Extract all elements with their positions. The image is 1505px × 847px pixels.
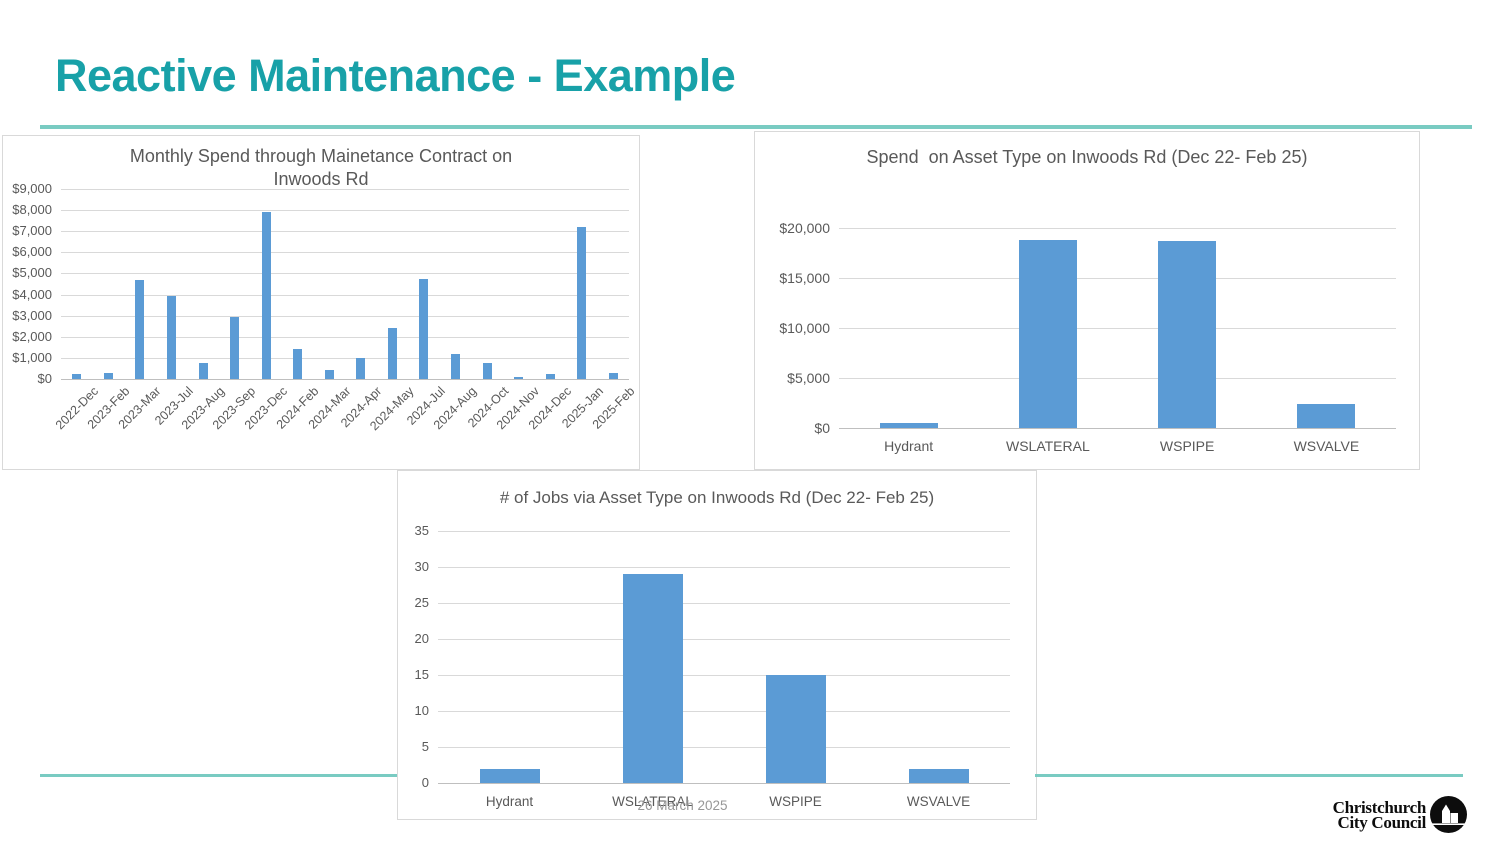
y-axis-label: 35 xyxy=(414,523,429,538)
gridline xyxy=(438,603,1010,604)
y-axis-label: 0 xyxy=(421,775,429,790)
chart-jobs-by-asset-type: # of Jobs via Asset Type on Inwoods Rd (… xyxy=(397,470,1037,820)
bar-2024-Aug xyxy=(450,353,460,379)
x-axis-label: WSVALVE xyxy=(1293,438,1360,454)
y-axis-label: $7,000 xyxy=(12,223,52,239)
x-axis-label: WSLATERAL xyxy=(612,794,693,809)
chart-spend-by-asset-type: Spend on Asset Type on Inwoods Rd (Dec 2… xyxy=(754,131,1420,470)
footer-rule-left xyxy=(40,774,397,777)
y-axis-label: $10,000 xyxy=(779,320,830,336)
bar-2024-Feb xyxy=(293,349,303,379)
gridline xyxy=(839,378,1396,379)
y-axis-label: $3,000 xyxy=(12,307,52,323)
y-axis-label: $15,000 xyxy=(779,270,830,286)
bar-2025-Jan xyxy=(577,227,587,379)
gridline xyxy=(61,336,629,338)
x-axis-label: WSPIPE xyxy=(1159,438,1215,454)
y-axis-label: $2,000 xyxy=(12,328,52,344)
gridline xyxy=(61,273,629,275)
ccc-logo: Christchurch City Council xyxy=(1333,796,1467,833)
y-axis-label: $9,000 xyxy=(12,181,52,196)
y-axis-label: $20,000 xyxy=(779,220,830,236)
bar-WSVALVE xyxy=(1297,404,1356,428)
y-axis-label: $5,000 xyxy=(12,265,52,281)
y-axis-label: $5,000 xyxy=(787,370,830,386)
ccc-logo-line2: City Council xyxy=(1337,812,1427,832)
y-axis-label: 20 xyxy=(414,631,429,646)
gridline xyxy=(61,189,629,190)
bar-2024-Mar xyxy=(324,369,334,379)
bar-2022-Dec xyxy=(72,373,82,379)
y-axis-label: $1,000 xyxy=(12,349,52,365)
bar-2023-Mar xyxy=(135,279,145,379)
bar-2023-Dec xyxy=(261,212,271,379)
footer-rule-right xyxy=(1035,774,1463,777)
bar-2023-Feb xyxy=(103,372,113,379)
bar-Hydrant xyxy=(479,768,540,783)
x-axis-label: Hydrant xyxy=(485,794,534,809)
bar-2023-Aug xyxy=(198,363,208,379)
gridline xyxy=(438,567,1010,568)
x-axis-line xyxy=(61,379,629,380)
y-axis-label: 25 xyxy=(414,595,429,610)
gridline xyxy=(61,252,629,254)
y-axis-label: $0 xyxy=(814,420,830,436)
x-axis-label: WSPIPE xyxy=(769,794,822,809)
slide-title: Reactive Maintenance - Example xyxy=(55,50,736,101)
bar-WSLATERAL xyxy=(1018,240,1077,428)
x-axis-label: WSVALVE xyxy=(906,794,971,809)
gridline xyxy=(61,231,629,233)
y-axis-label: $6,000 xyxy=(12,244,52,260)
x-axis-line xyxy=(839,428,1396,429)
y-axis-label: 15 xyxy=(414,667,429,682)
y-axis-label: 30 xyxy=(414,559,429,574)
slide-date: 26 March 2025 xyxy=(637,798,728,813)
bar-2023-Jul xyxy=(166,295,176,379)
chart-title: Spend on Asset Type on Inwoods Rd (Dec 2… xyxy=(866,147,1308,167)
gridline xyxy=(61,210,629,212)
x-axis-line xyxy=(438,783,1010,784)
y-axis-label: 10 xyxy=(414,703,429,718)
x-axis-label: WSLATERAL xyxy=(1005,438,1090,454)
ccc-logo-line1: Christchurch xyxy=(1332,797,1427,817)
gridline xyxy=(839,278,1396,279)
gridline xyxy=(61,294,629,296)
ccc-logo-text: Christchurch City Council xyxy=(1332,797,1427,832)
y-axis-label: 5 xyxy=(421,739,429,754)
bar-2024-May xyxy=(387,328,397,379)
bar-2025-Feb xyxy=(608,372,618,379)
bar-2024-Apr xyxy=(356,357,366,379)
bar-2023-Sep xyxy=(230,316,240,379)
chart-title: Monthly Spend through Mainetance Contrac… xyxy=(129,146,518,190)
bar-2024-Dec xyxy=(545,373,555,379)
y-axis-label: $4,000 xyxy=(12,286,52,302)
y-axis-label: $0 xyxy=(37,371,52,386)
bar-2024-Oct xyxy=(482,363,492,379)
bar-2024-Jul xyxy=(419,278,429,379)
chart-title: # of Jobs via Asset Type on Inwoods Rd (… xyxy=(499,488,935,507)
gridline xyxy=(438,747,1010,748)
gridline xyxy=(438,675,1010,676)
gridline xyxy=(438,639,1010,640)
gridline xyxy=(839,228,1396,229)
y-axis-label: $8,000 xyxy=(12,202,52,218)
gridline xyxy=(438,531,1010,532)
bar-WSPIPE xyxy=(1158,241,1217,428)
bar-WSLATERAL xyxy=(622,574,683,783)
x-axis-label: Hydrant xyxy=(884,438,934,454)
bar-Hydrant xyxy=(879,423,938,428)
gridline xyxy=(438,711,1010,712)
gridline xyxy=(839,328,1396,329)
chart-monthly-spend: Monthly Spend through Mainetance Contrac… xyxy=(2,135,640,470)
title-underline xyxy=(40,125,1472,129)
bar-WSVALVE xyxy=(908,768,969,783)
bar-2024-Nov xyxy=(514,376,524,379)
cathedral-icon xyxy=(1430,796,1467,833)
gridline xyxy=(61,315,629,317)
gridline xyxy=(61,357,629,359)
bar-WSPIPE xyxy=(765,675,826,783)
